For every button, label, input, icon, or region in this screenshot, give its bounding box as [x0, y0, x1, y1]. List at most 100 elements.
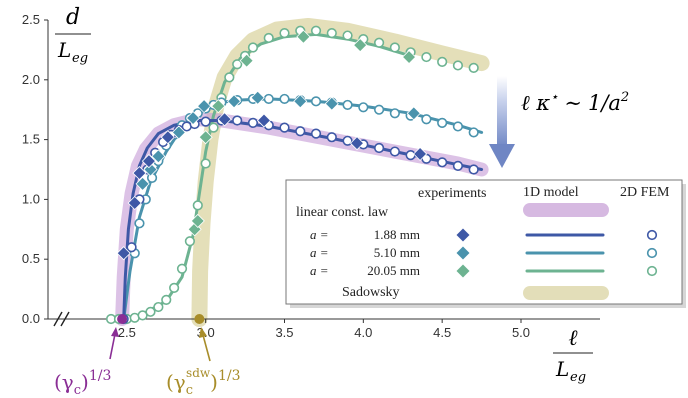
- x-label-denominator: L: [555, 357, 569, 381]
- experiment-point: [256, 113, 272, 128]
- fem-point: [310, 128, 322, 139]
- x-tick-label: 4.0: [354, 325, 372, 340]
- gamma-sdw-sub: c: [186, 383, 193, 398]
- legend-rows: a = 1.88 mm a = 5.10 mm a = 20.05 mm: [310, 227, 658, 278]
- gamma-c-arrow: [109, 333, 116, 360]
- fem-point: [374, 142, 385, 154]
- fem-point: [134, 218, 145, 229]
- fem-point: [232, 115, 243, 126]
- gamma-sdw-annotation: (γc sdw)1/3: [166, 327, 241, 398]
- experiment-point: [250, 90, 265, 105]
- fem-point: [326, 132, 337, 143]
- legend-experiment-marker: [456, 246, 470, 260]
- experiment-point: [141, 154, 156, 169]
- legend-row-value: 1.88 mm: [374, 227, 420, 242]
- experiment-point: [349, 136, 365, 151]
- experiment-point: [413, 146, 428, 162]
- gamma-c-sub: c: [74, 383, 81, 398]
- scaling-sim: ∼: [564, 91, 582, 115]
- legend-linear-label: linear const. law: [296, 205, 389, 220]
- gamma-sdw-base: (γ: [166, 370, 186, 394]
- experiment-point: [239, 53, 254, 68]
- legend-sadowsky-label: Sadowsky: [342, 285, 400, 300]
- series-group: [122, 119, 484, 321]
- gamma-c-label: (γc)1/3: [54, 368, 111, 398]
- fem-point: [374, 37, 385, 48]
- fem-point: [452, 121, 464, 132]
- fem-point: [263, 32, 274, 44]
- fem-point: [342, 99, 353, 111]
- scaling-rhs: 1/a: [588, 91, 621, 115]
- gamma-c-base: (γ: [54, 370, 74, 394]
- axis-break: [53, 311, 70, 327]
- fem-point: [310, 96, 322, 107]
- experiment-points: [187, 29, 417, 237]
- experiment-point: [401, 50, 417, 65]
- gamma-c-dot: [117, 314, 128, 324]
- experiment-point: [185, 111, 201, 126]
- experiment-points: [135, 90, 421, 191]
- legend-header-model: 1D model: [523, 185, 579, 200]
- y-tick-label: 2.0: [22, 72, 40, 87]
- experiment-point: [160, 130, 175, 145]
- gamma-sdw-close: ): [210, 370, 218, 394]
- scaling-star: ⋆: [550, 90, 558, 105]
- legend-fem-marker: [646, 247, 658, 259]
- fem-point: [247, 117, 259, 128]
- x-ticks: 2.5 3.0 3.5 4.0 4.5 5.0: [118, 319, 530, 340]
- x-tick-label: 3.5: [275, 325, 293, 340]
- fem-point: [437, 56, 448, 67]
- legend-box: [285, 179, 683, 305]
- fem-point: [247, 42, 259, 53]
- y-axis-label: d L eg: [55, 5, 91, 66]
- gamma-sdw-label: (γc sdw)1/3: [166, 366, 241, 398]
- fem-point: [374, 104, 385, 115]
- down-arrow-icon: [489, 76, 515, 168]
- gamma-sdw-sup: sdw: [186, 366, 211, 380]
- y-tick-label: 1.5: [22, 132, 40, 147]
- fem-point: [389, 42, 400, 53]
- experiment-point: [127, 195, 142, 211]
- legend-row-prefix: a =: [310, 245, 329, 260]
- experiment-point: [293, 94, 308, 109]
- scaling-annotation: ℓ κ⋆ ∼ 1/a2: [489, 76, 629, 168]
- y-tick-label: 0.5: [22, 251, 40, 266]
- fem-point: [295, 126, 306, 137]
- legend-row-value: 20.05 mm: [367, 263, 420, 278]
- experiment-point: [190, 213, 205, 228]
- fem-point: [437, 157, 448, 168]
- y-label-numerator: d: [66, 5, 80, 30]
- fem-point: [232, 59, 243, 70]
- fem-point: [192, 200, 203, 211]
- x-label-denominator-sub: eg: [570, 370, 586, 385]
- experiment-point: [226, 94, 242, 109]
- y-label-denominator: L: [57, 38, 71, 62]
- fem-point: [126, 242, 137, 253]
- fem-point: [310, 25, 322, 36]
- y-tick-label: 1.0: [22, 191, 40, 206]
- gamma-sdw-exp: 1/3: [218, 368, 241, 384]
- x-label-numerator: ℓ: [568, 326, 578, 351]
- gamma-sdw-arrow: [202, 334, 211, 362]
- experiment-point: [324, 96, 339, 111]
- x-axis-label: ℓ L eg: [553, 326, 593, 385]
- experiment-point: [353, 38, 368, 53]
- x-tick-label: 5.0: [512, 325, 530, 340]
- scaling-law-text: ℓ κ⋆ ∼ 1/a2: [521, 90, 629, 115]
- legend-fem-marker: [646, 229, 658, 241]
- gamma-c-arrow-head-icon: [111, 327, 119, 337]
- experiment-points: [116, 112, 428, 261]
- fem-point: [200, 158, 211, 169]
- experiment-point: [197, 99, 212, 114]
- legend-fem-marker: [646, 265, 658, 277]
- experiment-point: [217, 112, 232, 127]
- experiment-point: [135, 176, 150, 191]
- fem-point: [389, 146, 400, 157]
- fem-points: [105, 25, 479, 325]
- fem-point: [208, 122, 219, 133]
- legend: experiments 1D model 2D FEM linear const…: [285, 179, 686, 308]
- legend-experiment-marker: [456, 228, 470, 242]
- y-tick-label: 0.0: [22, 311, 40, 326]
- scaling-exp: 2: [620, 90, 629, 105]
